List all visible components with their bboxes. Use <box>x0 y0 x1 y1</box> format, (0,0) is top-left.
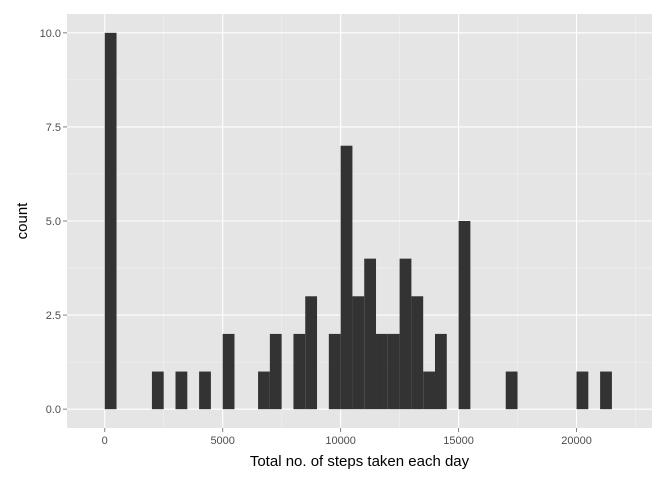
histogram-bar <box>293 333 306 410</box>
axis-ticks <box>63 32 578 432</box>
histogram-bar <box>199 371 211 410</box>
y-tick-label: 5.0 <box>46 216 61 228</box>
y-tick-label: 7.5 <box>46 122 61 134</box>
histogram-bar <box>175 371 188 410</box>
histogram-bar <box>364 258 377 410</box>
histogram-bar <box>376 333 388 410</box>
histogram-bar <box>269 333 282 410</box>
histogram-bar <box>458 221 471 410</box>
y-tick-label: 2.5 <box>46 310 61 322</box>
x-tick-label: 10000 <box>325 435 356 447</box>
histogram-bar <box>222 333 235 410</box>
y-tick-label: 0.0 <box>46 404 61 416</box>
histogram-bar <box>104 32 117 410</box>
histogram-bar <box>151 371 164 410</box>
x-tick-label: 15000 <box>443 435 474 447</box>
histogram-bar <box>340 145 353 410</box>
histogram-bar <box>258 371 270 410</box>
histogram-bar <box>434 333 447 410</box>
histogram-bar <box>505 371 518 410</box>
tick-labels: 0 5000 10000 15000 20000 0.0 2.5 5.0 7.5 10.0 <box>40 28 592 447</box>
x-axis-title: Total no. of steps taken each day <box>250 453 470 470</box>
histogram-bar <box>423 371 435 410</box>
x-tick-label: 20000 <box>561 435 592 447</box>
y-tick-label: 10.0 <box>40 28 61 40</box>
x-tick-label: 0 <box>102 435 108 447</box>
x-tick-label: 5000 <box>210 435 234 447</box>
histogram-bar <box>328 333 341 410</box>
y-axis-title: count <box>14 202 31 240</box>
histogram-bar <box>411 296 424 410</box>
histogram-bars <box>104 32 612 410</box>
histogram-bar <box>399 258 412 410</box>
histogram-bar <box>305 296 318 410</box>
histogram-bar <box>576 371 589 410</box>
histogram-bar <box>352 296 365 410</box>
histogram-bar <box>387 333 400 410</box>
histogram-bar <box>600 371 612 410</box>
